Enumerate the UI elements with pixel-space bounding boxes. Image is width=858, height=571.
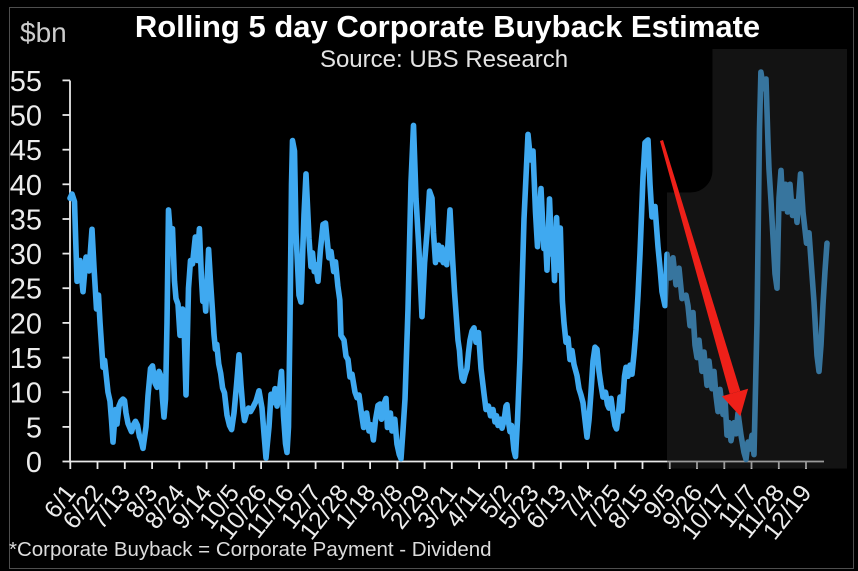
svg-text:5: 5 (26, 412, 42, 444)
svg-text:25: 25 (10, 274, 42, 306)
svg-text:55: 55 (10, 66, 42, 98)
svg-text:15: 15 (10, 343, 42, 375)
svg-text:35: 35 (10, 205, 42, 237)
svg-text:50: 50 (10, 101, 42, 133)
svg-text:20: 20 (10, 308, 42, 340)
svg-text:0: 0 (26, 447, 42, 479)
svg-text:45: 45 (10, 135, 42, 167)
svg-text:10: 10 (10, 378, 42, 410)
svg-text:40: 40 (10, 170, 42, 202)
svg-text:30: 30 (10, 239, 42, 271)
